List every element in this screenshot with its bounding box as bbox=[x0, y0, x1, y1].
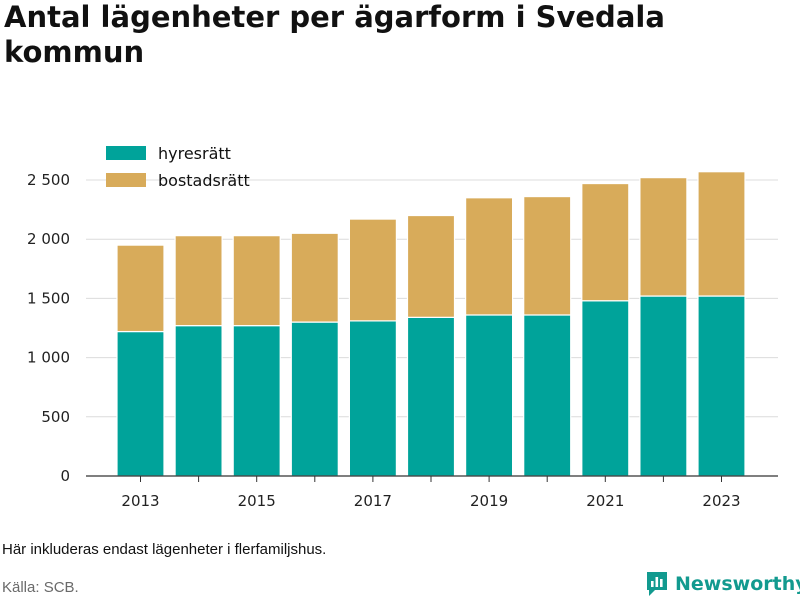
axes: 0 500 1 000 1 500 2 000 2 500 2013 2015 2017 2019… bbox=[27, 171, 778, 510]
bar-segment bbox=[406, 316, 456, 477]
x-tick-label: 2023 bbox=[702, 492, 740, 510]
bar-segment bbox=[465, 197, 514, 316]
brand-logo: Newsworthy bbox=[645, 569, 800, 599]
bar-segment bbox=[348, 218, 397, 322]
bar-segment bbox=[174, 235, 223, 327]
bar-segment bbox=[174, 325, 223, 477]
bar-segment bbox=[639, 295, 688, 477]
bar-segment bbox=[348, 320, 397, 477]
bar-segment bbox=[232, 325, 281, 477]
footnote: Här inkluderas endast lägenheter i flerf… bbox=[2, 541, 327, 558]
legend-label: bostadsrätt bbox=[158, 171, 250, 190]
bar-segment bbox=[232, 235, 281, 327]
stacked-bar-chart: 0 500 1 000 1 500 2 000 2 500 2013 2015 2017 2019… bbox=[27, 144, 778, 510]
legend-label: hyresrätt bbox=[158, 144, 231, 163]
legend-swatch bbox=[106, 146, 146, 160]
bar-segment bbox=[116, 330, 165, 477]
legend: hyresrätt bostadsrätt bbox=[106, 144, 250, 190]
y-tick-label: 2 500 bbox=[27, 171, 70, 189]
bar-segment bbox=[581, 300, 630, 477]
y-tick-label: 1 500 bbox=[27, 289, 70, 307]
newsworthy-logo-icon bbox=[647, 572, 667, 596]
source-text: Källa: SCB. bbox=[2, 579, 79, 596]
bar-segment bbox=[639, 177, 688, 297]
brand-name: Newsworthy bbox=[675, 573, 800, 595]
bar-segment bbox=[581, 182, 630, 302]
bar-segment bbox=[290, 321, 339, 477]
x-tick-label: 2013 bbox=[121, 492, 159, 510]
bar-segment bbox=[290, 232, 339, 323]
x-tick-label: 2019 bbox=[470, 492, 508, 510]
x-tick-label: 2015 bbox=[238, 492, 276, 510]
y-tick-label: 1 000 bbox=[27, 349, 70, 367]
legend-swatch bbox=[106, 173, 146, 187]
bar-segment bbox=[697, 295, 746, 477]
bars bbox=[116, 171, 746, 477]
y-tick-label: 500 bbox=[41, 408, 70, 426]
bar-segment bbox=[116, 244, 165, 333]
bar-segment bbox=[406, 214, 456, 318]
bar-segment bbox=[523, 195, 572, 316]
y-tick-label: 0 bbox=[60, 467, 70, 485]
chart-title: Antal lägenheter per ägarform i Svedala … bbox=[4, 0, 665, 69]
bar-segment bbox=[697, 171, 746, 297]
y-tick-label: 2 000 bbox=[27, 230, 70, 248]
bar-segment bbox=[465, 314, 514, 477]
x-tick-label: 2021 bbox=[586, 492, 624, 510]
x-tick-label: 2017 bbox=[354, 492, 392, 510]
bar-segment bbox=[523, 314, 572, 477]
